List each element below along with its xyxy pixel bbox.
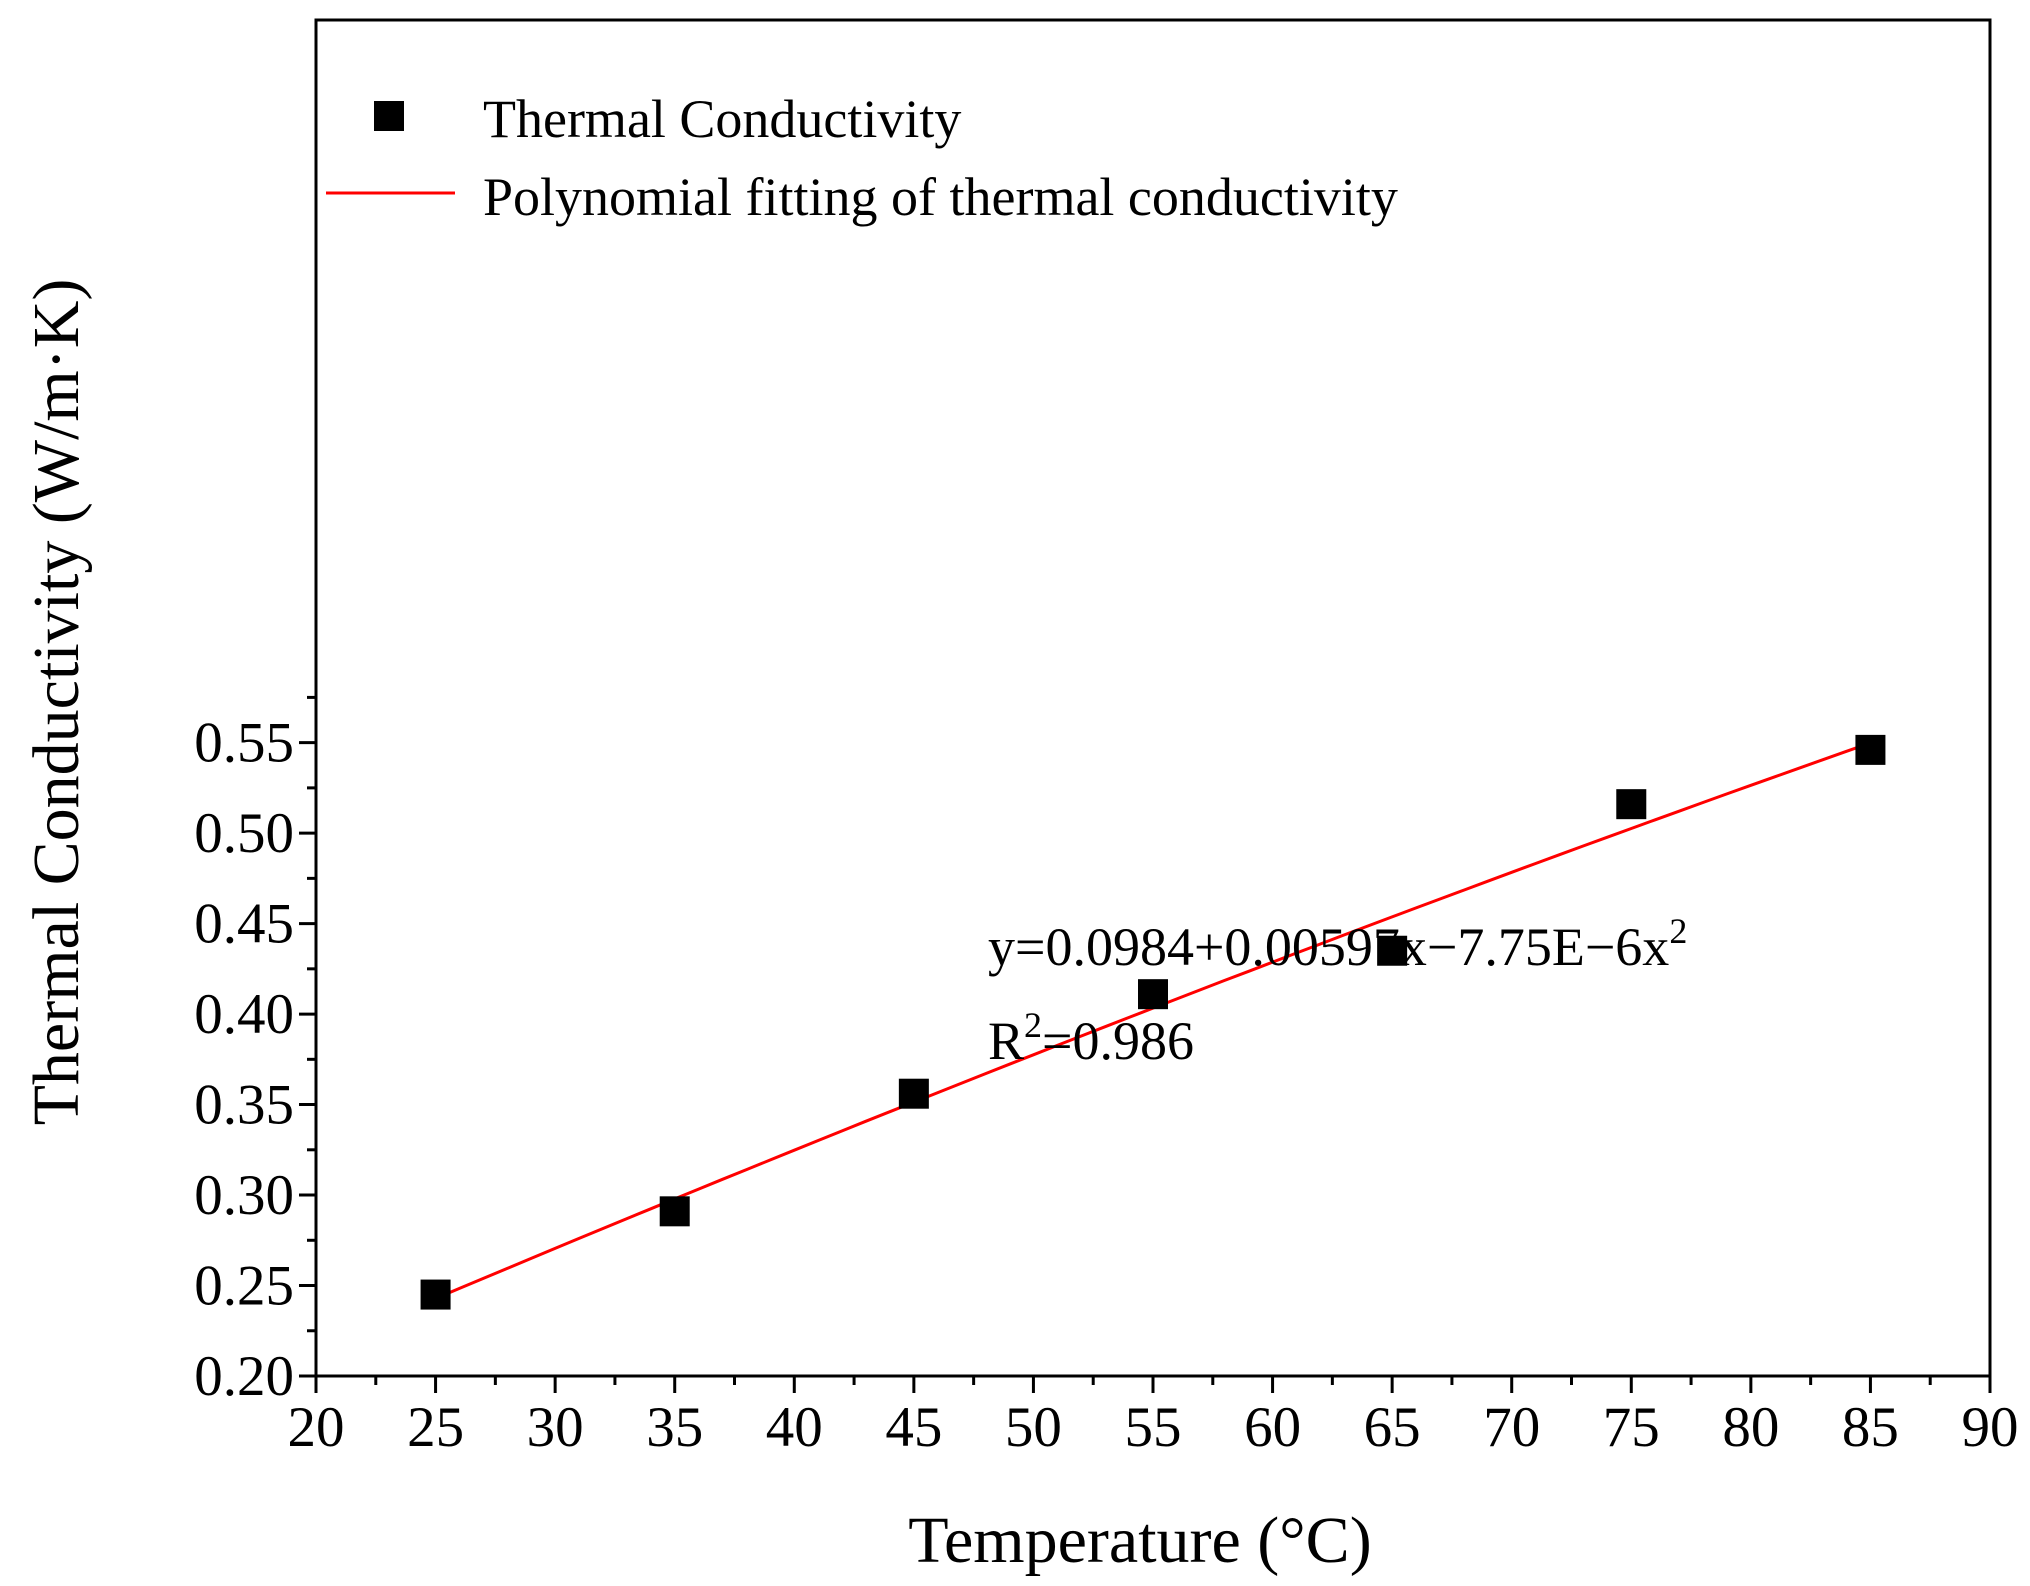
x-tick-label: 50 bbox=[1005, 1396, 1062, 1459]
data-point bbox=[1855, 734, 1886, 765]
data-point bbox=[1138, 979, 1168, 1010]
legend-label-scatter: Thermal Conductivity bbox=[483, 89, 961, 149]
x-tick-label: 80 bbox=[1722, 1396, 1779, 1459]
fit-equation-superscript: 2 bbox=[1669, 911, 1687, 951]
y-tick-label: 0.30 bbox=[194, 1164, 294, 1227]
y-tick-label: 0.40 bbox=[194, 983, 294, 1046]
legend-marker-square bbox=[374, 101, 404, 131]
y-tick-label: 0.20 bbox=[194, 1345, 294, 1408]
data-points-layer bbox=[420, 734, 1886, 1310]
fit-equation-base: y=0.0984+0.00597x−7.75E−6x bbox=[988, 917, 1669, 977]
x-tick-label: 40 bbox=[766, 1396, 823, 1459]
r-squared: R2=0.986 bbox=[988, 1005, 1194, 1071]
legend-label-fit: Polynomial fitting of thermal conductivi… bbox=[483, 167, 1398, 227]
x-axis-ticks bbox=[314, 1376, 1992, 1393]
x-axis-title: Temperature (°C) bbox=[908, 1504, 1371, 1577]
x-tick-label: 60 bbox=[1244, 1396, 1301, 1459]
x-tick-label: 65 bbox=[1364, 1396, 1421, 1459]
x-axis-tick-labels: 20 25 30 35 40 45 50 55 60 65 70 75 80 85 90 bbox=[288, 1396, 2019, 1459]
data-point bbox=[420, 1279, 451, 1310]
y-tick-label: 0.25 bbox=[194, 1255, 294, 1318]
x-tick-label: 20 bbox=[288, 1396, 345, 1459]
y-tick-label: 0.45 bbox=[194, 893, 294, 956]
x-tick-label: 25 bbox=[407, 1396, 464, 1459]
x-tick-label: 85 bbox=[1842, 1396, 1899, 1459]
data-point bbox=[659, 1196, 690, 1227]
data-point bbox=[1616, 789, 1647, 820]
y-axis-title: Thermal Conductivity (W/m·K) bbox=[20, 279, 93, 1126]
x-tick-label: 35 bbox=[646, 1396, 703, 1459]
y-tick-label: 0.35 bbox=[194, 1074, 294, 1137]
legend: Thermal Conductivity Polynomial fitting … bbox=[326, 89, 1398, 227]
x-tick-label: 45 bbox=[885, 1396, 942, 1459]
x-tick-label: 90 bbox=[1962, 1396, 2019, 1459]
plot-frame bbox=[314, 18, 1992, 1378]
y-tick-label: 0.55 bbox=[194, 712, 294, 775]
x-tick-label: 30 bbox=[527, 1396, 584, 1459]
y-axis-tick-labels: 0.20 0.25 0.30 0.35 0.40 0.45 0.50 0.55 bbox=[194, 712, 294, 1408]
fit-equation: y=0.0984+0.00597x−7.75E−6x2 bbox=[988, 911, 1687, 977]
r-squared-superscript: 2 bbox=[1024, 1005, 1042, 1045]
data-point bbox=[898, 1078, 929, 1109]
r-squared-symbol: R bbox=[988, 1011, 1024, 1071]
x-tick-label: 75 bbox=[1603, 1396, 1660, 1459]
data-point bbox=[1377, 935, 1408, 966]
x-tick-label: 70 bbox=[1483, 1396, 1540, 1459]
x-tick-label: 55 bbox=[1125, 1396, 1182, 1459]
r-squared-value: =0.986 bbox=[1042, 1011, 1194, 1071]
y-tick-label: 0.50 bbox=[194, 802, 294, 865]
